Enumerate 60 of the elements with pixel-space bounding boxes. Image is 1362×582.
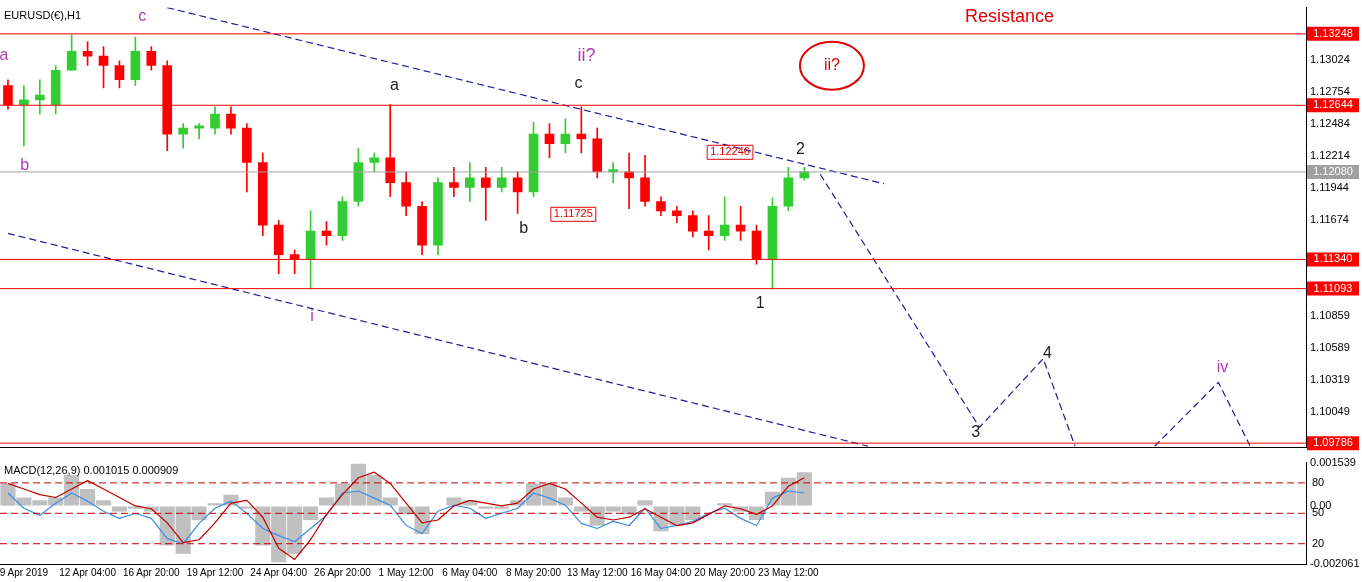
x-tick-label: 1 May 12:00 [378,566,435,578]
y-tick-label: 1.10319 [1310,373,1350,386]
y-tick-label: -0.002061 [1310,557,1360,570]
x-tick-label: 8 May 20:00 [506,566,562,578]
y-tick-label: 1.10589 [1310,341,1350,354]
y-tick-label: 1.12754 [1310,85,1350,98]
chart-title: MACD(12,26,9) 0.001015 0.000909 [4,464,179,477]
x-tick-label: 6 May 04:00 [442,566,498,578]
candlestick [178,123,188,149]
y-tick-label: 1.13024 [1310,53,1350,66]
x-tick-label: 12 Apr 04:00 [59,566,117,578]
chart-title: EURUSD(€),H1 [4,9,82,22]
y-tick-label: 1.12214 [1310,149,1350,162]
y2-tick-label: 20 [1312,536,1325,549]
annotation: c [138,6,147,24]
annotation: 4 [1042,343,1052,361]
annotation: ii? [577,44,596,65]
ref-line-label: 1.13248 [1313,26,1353,39]
annotation: ii? [823,56,841,74]
ref-line-label: 1.12080 [1313,164,1353,177]
candlestick [480,166,491,221]
y-tick-label: 1.11944 [1310,181,1349,194]
annotation: c [574,73,583,91]
ref-line-label: 1.11093 [1313,281,1353,294]
y2-tick-label: 80 [1312,475,1325,488]
x-tick-label: 26 Apr 20:00 [314,566,372,578]
bar [637,500,653,506]
annotation: 1 [755,293,765,311]
candlestick [703,215,714,251]
x-tick-label: 16 Apr 20:00 [122,566,181,578]
annotation: Resistance [965,6,1055,27]
x-tick-label: 9 Apr 2019 [0,566,49,578]
x-tick-label: 20 May 20:00 [694,566,756,578]
y-tick-label: 1.10859 [1310,309,1350,322]
candlestick [19,85,29,147]
annotation: i [310,306,314,324]
annotation: 3 [971,423,981,441]
ref-line-label: 1.11340 [1313,252,1353,265]
x-tick-label: 19 Apr 12:00 [186,566,244,578]
x-tick-label: 16 May 04:00 [630,566,692,578]
x-tick-label: 24 Apr 04:00 [250,566,308,578]
y-tick-label: 1.11674 [1310,212,1349,225]
x-tick-label: 13 May 12:00 [566,566,628,578]
candlestick [34,79,45,115]
y-tick-label: 1.10049 [1310,405,1350,418]
annotation: 1.12246 [710,145,750,158]
candlestick [719,196,730,241]
annotation: b [519,219,529,237]
annotation: 2 [796,139,806,157]
x-tick-label: 23 May 12:00 [758,566,820,578]
annotation: b [20,156,30,174]
line-series [819,173,1076,447]
annotation: a [389,75,399,93]
ref-line-label: 1.09786 [1313,436,1353,449]
annotation: a [0,46,9,64]
y-tick-label: 1.12484 [1310,117,1350,130]
annotation: 1.11725 [553,207,593,220]
annotation: iv [1216,358,1229,376]
y-tick-label: 0.001539 [1310,455,1356,468]
ref-line-label: 1.12644 [1313,98,1353,111]
